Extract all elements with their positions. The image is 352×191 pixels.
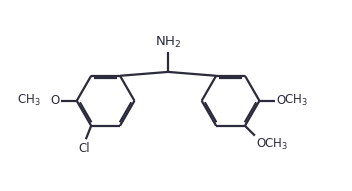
Text: CH$_3$: CH$_3$ [264,137,288,152]
Text: CH$_3$: CH$_3$ [17,93,41,108]
Text: O: O [50,94,59,107]
Text: CH$_3$: CH$_3$ [284,93,308,108]
Text: Cl: Cl [78,142,90,155]
Text: O: O [256,137,265,150]
Text: O: O [277,94,286,107]
Text: NH$_2$: NH$_2$ [155,35,181,50]
